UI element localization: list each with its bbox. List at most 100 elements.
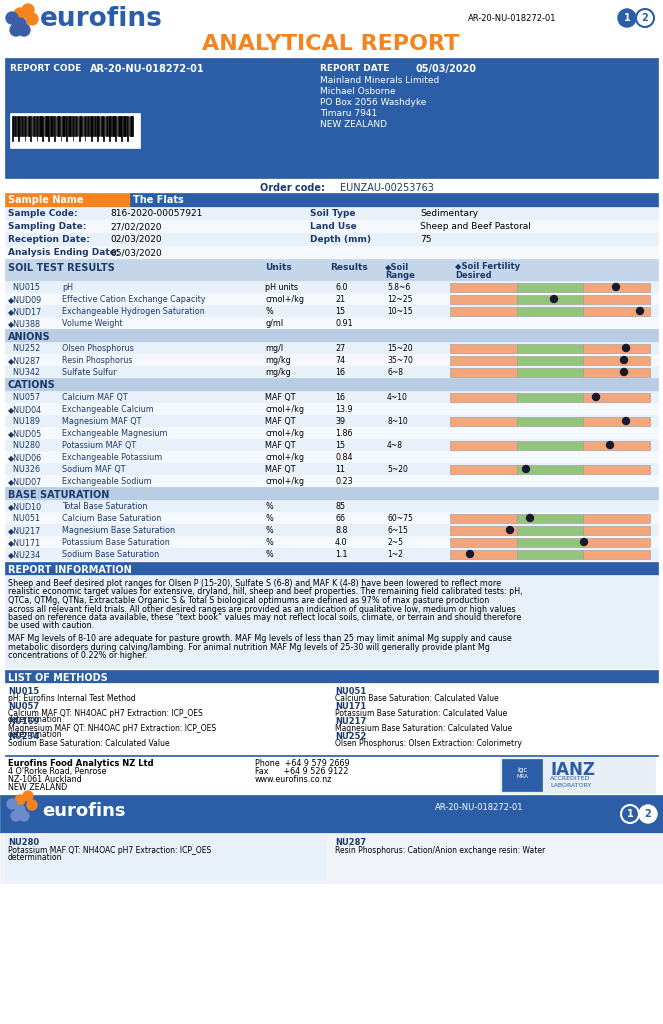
Bar (5, 512, 658, 524)
Text: Magnesium MAF QT: NH4OAC pH7 Extraction: ICP_OES: Magnesium MAF QT: NH4OAC pH7 Extraction:… (8, 724, 216, 733)
Text: determination: determination (8, 730, 62, 739)
Text: NU342: NU342 (8, 368, 40, 377)
Text: MAF QT: MAF QT (265, 465, 296, 474)
Text: NU057: NU057 (8, 393, 40, 402)
Text: 5~20: 5~20 (387, 465, 408, 474)
Text: eurofins: eurofins (40, 6, 163, 32)
Bar (450, 355, 516, 365)
Bar (5, 536, 658, 548)
Bar (95, 116, 97, 136)
Circle shape (14, 18, 26, 30)
Bar (5, 233, 658, 246)
Bar (37, 116, 38, 136)
Text: 0.91: 0.91 (335, 319, 353, 328)
Text: Calcium Base Saturation: Calculated Value: Calcium Base Saturation: Calculated Valu… (335, 694, 499, 703)
Text: 12~25: 12~25 (387, 295, 412, 304)
Bar (583, 538, 650, 547)
Bar (5, 207, 658, 220)
Bar (450, 368, 516, 377)
Text: 4.0: 4.0 (335, 538, 347, 547)
Bar (516, 513, 583, 522)
Text: 0.84: 0.84 (335, 453, 353, 462)
Bar (84, 116, 85, 136)
Bar (516, 368, 583, 377)
Circle shape (621, 356, 627, 364)
Bar (0, 833, 663, 883)
Bar (583, 550, 650, 558)
Text: concentrations of 0.22% or higher.: concentrations of 0.22% or higher. (8, 651, 147, 660)
Text: Sample Code:: Sample Code: (8, 209, 78, 218)
Bar (5, 391, 658, 403)
Bar (583, 306, 650, 315)
Circle shape (623, 344, 629, 351)
Circle shape (23, 791, 33, 801)
Bar (450, 538, 516, 547)
Bar (28, 116, 29, 136)
Text: 35~70: 35~70 (387, 356, 413, 365)
Text: Exchangeable Potassium: Exchangeable Potassium (62, 453, 162, 462)
Bar (69, 116, 70, 136)
Text: Phone  +64 9 579 2669: Phone +64 9 579 2669 (255, 759, 349, 768)
Text: 15: 15 (335, 441, 345, 450)
Bar (110, 116, 111, 136)
Text: Effective Cation Exchange Capacity: Effective Cation Exchange Capacity (62, 295, 206, 304)
Circle shape (593, 393, 599, 400)
Text: %: % (265, 550, 272, 559)
Bar (5, 220, 658, 233)
Text: 6.0: 6.0 (335, 283, 347, 292)
Text: determination: determination (8, 853, 62, 862)
Bar (516, 440, 583, 450)
Text: cmol+/kg: cmol+/kg (265, 477, 304, 486)
Text: Sodium Base Saturation: Calculated Value: Sodium Base Saturation: Calculated Value (8, 739, 170, 748)
Bar (81, 116, 82, 136)
Text: Depth (mm): Depth (mm) (310, 234, 371, 244)
Bar (5, 548, 658, 560)
Text: MRA: MRA (516, 774, 528, 779)
Bar (123, 116, 124, 136)
Text: NU252: NU252 (8, 344, 40, 353)
Text: be used with caution.: be used with caution. (8, 622, 94, 631)
Text: Sampling Date:: Sampling Date: (8, 222, 86, 231)
Bar (5, 293, 658, 305)
Text: NU051: NU051 (335, 687, 366, 696)
Text: ◆NUD17: ◆NUD17 (8, 307, 42, 316)
Bar (130, 193, 658, 207)
Bar (10, 113, 140, 148)
Text: 1~2: 1~2 (387, 550, 403, 559)
Bar (50, 116, 51, 136)
Bar (5, 670, 658, 683)
Text: 74: 74 (335, 356, 345, 365)
Bar (120, 116, 121, 136)
Text: Desired: Desired (455, 271, 492, 280)
Circle shape (6, 12, 18, 24)
Bar (583, 392, 650, 401)
Text: Sulfate Sulfur: Sulfate Sulfur (62, 368, 117, 377)
Bar (516, 465, 583, 473)
Bar (5, 329, 658, 342)
Text: pH: pH (62, 283, 73, 292)
Text: NU252: NU252 (335, 732, 367, 741)
Text: NU234: NU234 (8, 732, 39, 741)
Bar (516, 295, 583, 303)
Bar (93, 116, 95, 136)
Bar (5, 575, 658, 668)
Text: Volume Weight: Volume Weight (62, 319, 123, 328)
Text: www.eurofins.co.nz: www.eurofins.co.nz (255, 775, 332, 784)
Text: 4~8: 4~8 (387, 441, 403, 450)
Text: Exchangeable Calcium: Exchangeable Calcium (62, 406, 154, 414)
Text: 2: 2 (644, 809, 651, 819)
Text: determination: determination (8, 715, 62, 724)
Text: Range: Range (385, 271, 415, 280)
Text: cmol+/kg: cmol+/kg (265, 406, 304, 414)
Text: g/ml: g/ml (265, 319, 283, 328)
Bar (30, 116, 31, 141)
Text: 39: 39 (335, 417, 345, 426)
Bar (72, 116, 73, 136)
Text: LABORATORY: LABORATORY (550, 783, 591, 788)
Text: NU217: NU217 (335, 717, 366, 726)
Circle shape (623, 418, 629, 425)
Text: Units: Units (265, 263, 292, 272)
Text: cmol+/kg: cmol+/kg (265, 453, 304, 462)
Circle shape (636, 307, 644, 314)
Bar (117, 116, 119, 136)
